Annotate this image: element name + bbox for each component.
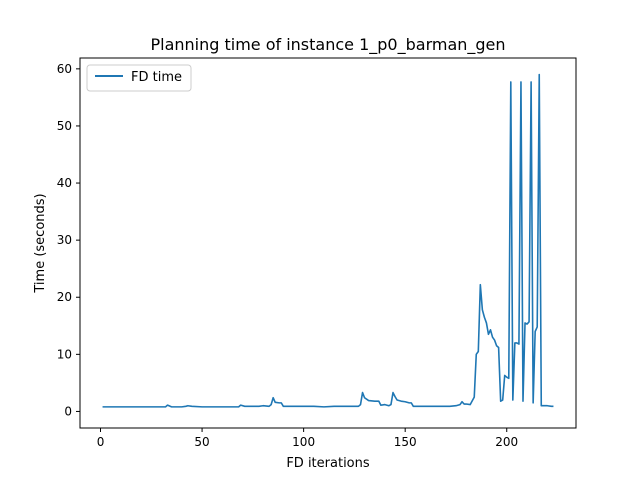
y-tick-label: 30	[57, 233, 72, 247]
chart-title: Planning time of instance 1_p0_barman_ge…	[150, 35, 505, 55]
y-tick-label: 20	[57, 290, 72, 304]
y-axis-label: Time (seconds)	[33, 193, 48, 293]
x-axis-ticks: 0 50 100 150 200	[97, 428, 518, 449]
x-axis-label: FD iterations	[286, 456, 370, 471]
legend-label: FD time	[131, 70, 182, 85]
y-tick-label: 10	[57, 347, 72, 361]
legend: FD time	[86, 64, 192, 92]
x-tick-label: 150	[394, 435, 417, 449]
y-tick-label: 40	[57, 176, 72, 190]
y-tick-label: 0	[64, 404, 72, 418]
x-tick-label: 50	[194, 435, 209, 449]
series-line-fd-time	[102, 73, 554, 408]
x-tick-label: 100	[292, 435, 315, 449]
plot-area	[79, 57, 577, 429]
y-tick-label: 50	[57, 119, 72, 133]
x-tick-label: 0	[97, 435, 105, 449]
x-tick-label: 200	[495, 435, 518, 449]
legend-box	[86, 64, 192, 92]
y-tick-label: 60	[57, 62, 72, 76]
y-axis-ticks: 0 10 20 30 40 50 60	[57, 62, 80, 418]
plot-frame	[79, 57, 577, 429]
